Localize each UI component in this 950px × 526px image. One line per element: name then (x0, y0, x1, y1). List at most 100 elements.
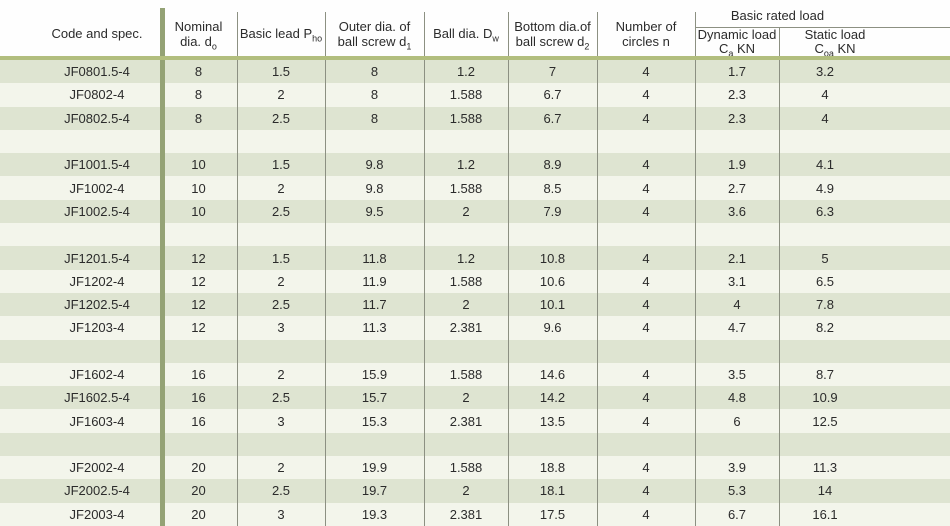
header-label-line: Coa KN (779, 42, 891, 59)
cell-code: JF2003-4 (69, 506, 125, 522)
cell-circles: 4 (642, 506, 650, 522)
cell-bottom-dia: 14.2 (539, 390, 566, 406)
text-segment: dia. d (180, 33, 212, 49)
cell-basic-lead: 2.5 (271, 483, 291, 499)
cell-ball-dia: 1.588 (449, 180, 483, 196)
cell-outer-dia: 15.7 (361, 390, 388, 406)
cell-ball-dia: 1.2 (456, 157, 476, 173)
column-divider (597, 12, 598, 526)
column-header-basic-lead: Basic lead Pho (237, 0, 325, 57)
header-label-line: Ball dia. Dw (433, 26, 499, 44)
cell-outer-dia: 8 (370, 87, 379, 103)
cell-outer-dia: 11.3 (362, 320, 387, 336)
cell-outer-dia: 9.8 (365, 157, 384, 173)
cell-dynamic-load: 2.1 (727, 250, 747, 266)
cell-value: 14 (817, 483, 833, 499)
cell-code: JF1202.5-4 (64, 297, 130, 313)
cell-bottom-dia: 17.5 (539, 506, 566, 522)
table-row: JF1203-4 12 3 11.3 2.381 9.6 4 4.7 8.2 (0, 316, 950, 340)
cell-dynamic-load: 6 (733, 413, 741, 429)
cell-value: 8.7 (815, 367, 835, 382)
cell-dynamic-load: 3.1 (727, 273, 747, 289)
cell-ball-dia: 2.381 (449, 413, 483, 429)
cell-circles: 4 (642, 203, 650, 219)
column-header-outer-dia: Outer dia. of ball screw d1 (325, 0, 424, 57)
text-segment: C (718, 41, 729, 56)
cell-dynamic-load: 4 (733, 297, 741, 313)
table-row: JF0801.5-4 8 1.5 8 1.2 7 4 1.7 3.2 (0, 60, 950, 84)
cell-dynamic-load: 3.6 (727, 203, 747, 219)
cell-static-load: 4.9 (779, 181, 950, 196)
column-header-static-load: Static load Coa KN (779, 27, 950, 59)
group-subheader-row: Dynamic load Ca KN Static load Coa KN (695, 27, 950, 59)
header-label-line: ball screw d2 (515, 33, 590, 51)
cell-ball-dia: 2.381 (449, 506, 483, 522)
text-segment: Code and spec. (51, 26, 143, 41)
text-segment: Dynamic load (697, 27, 777, 42)
table-row: JF1603-4 16 3 15.3 2.381 13.5 4 6 12.5 (0, 409, 950, 433)
subscript: ho (312, 33, 323, 44)
text-segment: Nominal (174, 18, 223, 34)
subscript: 1 (406, 41, 412, 52)
cell-dynamic-load: 2.3 (727, 87, 747, 103)
text-segment: KN (733, 41, 756, 56)
cell-static-load: 11.3 (779, 460, 950, 475)
header-label-line: Basic lead Pho (240, 26, 323, 44)
cell-value: 5 (821, 250, 829, 266)
column-header-nominal-dia: Nominal dia. do (160, 0, 237, 57)
cell-dynamic-load: 4.8 (727, 390, 747, 406)
cell-outer-dia: 11.8 (362, 250, 387, 266)
cell-bottom-dia: 8.5 (543, 180, 562, 196)
cell-nominal-dia: 12 (191, 297, 206, 313)
table-row: JF1002.5-4 10 2.5 9.5 2 7.9 4 3.6 6.3 (0, 199, 950, 224)
cell-basic-lead: 3 (277, 413, 285, 429)
cell-dynamic-load: 3.5 (727, 367, 747, 382)
table-row: JF1602.5-4 16 2.5 15.7 2 14.2 4 4.8 10.9 (0, 386, 950, 410)
cell-nominal-dia: 12 (191, 273, 206, 289)
cell-bottom-dia: 7 (548, 64, 557, 80)
cell-bottom-dia: 13.5 (539, 413, 566, 429)
column-header-code: Code and spec. (0, 0, 160, 57)
table-row: JF1202.5-4 12 2.5 11.7 2 10.1 4 4 7.8 (0, 292, 950, 317)
column-divider (325, 12, 326, 526)
cell-code: JF1201.5-4 (64, 250, 130, 266)
cell-code: JF0802.5-4 (64, 110, 130, 126)
table-row: JF1201.5-4 12 1.5 11.8 1.2 10.8 4 2.1 5 (0, 246, 950, 270)
cell-circles: 4 (642, 413, 650, 429)
cell-basic-lead: 1.5 (271, 64, 291, 80)
cell-code: JF1602.5-4 (64, 390, 130, 406)
spacer-row (0, 432, 950, 457)
cell-code: JF2002.5-4 (64, 483, 130, 499)
cell-circles: 4 (642, 180, 650, 196)
text-segment: ball screw d (515, 33, 585, 49)
cell-code: JF0801.5-4 (64, 64, 130, 80)
header-label-line: Bottom dia.of (514, 19, 591, 34)
text-segment: circles n (622, 33, 670, 49)
cell-static-load: 7.8 (779, 297, 950, 312)
cell-bottom-dia: 10.6 (539, 273, 566, 289)
cell-ball-dia: 2 (462, 483, 470, 499)
cell-dynamic-load: 1.9 (727, 157, 747, 173)
cell-ball-dia: 1.588 (449, 367, 483, 382)
cell-bottom-dia: 7.9 (543, 203, 562, 219)
cell-value: 4.9 (815, 180, 835, 196)
cell-circles: 4 (642, 367, 650, 382)
column-divider (424, 12, 425, 526)
text-segment: Static load (804, 27, 866, 42)
cell-circles: 4 (642, 297, 650, 313)
header-label-line: Number of (616, 19, 677, 34)
header-label-line: Dynamic load (698, 28, 777, 42)
cell-dynamic-load: 4.7 (727, 320, 747, 336)
column-header-bottom-dia: Bottom dia.of ball screw d2 (508, 0, 597, 57)
cell-circles: 4 (642, 157, 650, 173)
cell-value: 10.9 (812, 390, 838, 406)
cell-outer-dia: 19.7 (361, 483, 388, 499)
subscript: w (492, 33, 499, 44)
table-row: JF0802-4 8 2 8 1.588 6.7 4 2.3 4 (0, 83, 950, 107)
cell-static-load: 14 (779, 483, 950, 498)
column-header-ball-dia: Ball dia. Dw (424, 0, 508, 57)
cell-dynamic-load: 3.9 (727, 460, 747, 476)
header-divider-band (0, 56, 950, 60)
cell-circles: 4 (642, 250, 650, 266)
cell-nominal-dia: 12 (191, 320, 206, 336)
